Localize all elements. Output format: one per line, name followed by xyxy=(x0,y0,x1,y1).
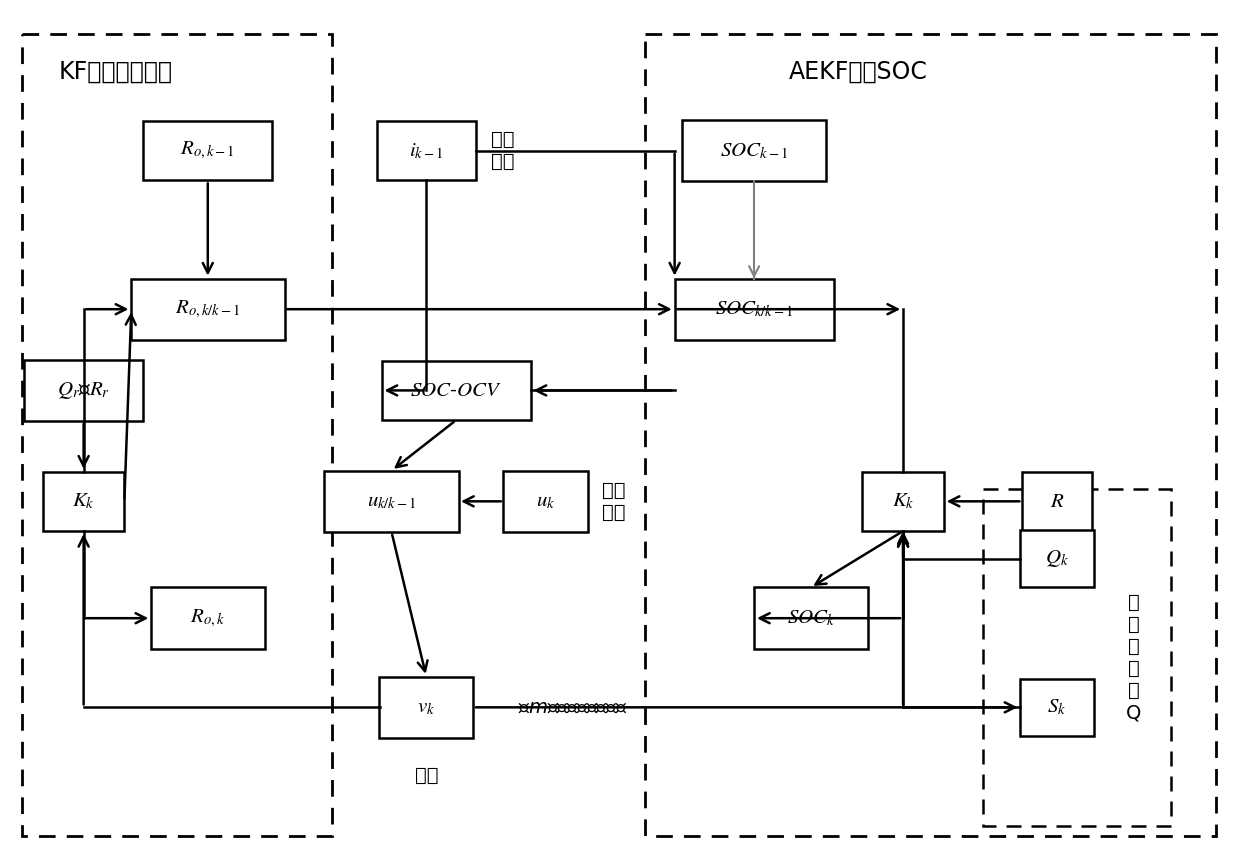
Bar xyxy=(982,489,1172,826)
Bar xyxy=(754,587,868,649)
Bar xyxy=(503,470,588,532)
Bar xyxy=(382,361,531,420)
Text: $SOC_{k-1}$: $SOC_{k-1}$ xyxy=(720,141,789,160)
Text: 自
适
应
调
整
Q: 自 适 应 调 整 Q xyxy=(1126,593,1141,722)
Text: AEKF估算SOC: AEKF估算SOC xyxy=(789,60,928,83)
Bar xyxy=(144,121,273,180)
Bar xyxy=(645,34,1216,836)
Bar xyxy=(379,676,474,738)
Text: 输出
电压: 输出 电压 xyxy=(603,481,626,522)
Text: 前$m$个时刻新息的均值: 前$m$个时刻新息的均值 xyxy=(517,698,627,717)
Text: $S_k$: $S_k$ xyxy=(1048,697,1066,717)
Bar xyxy=(675,279,833,339)
Bar xyxy=(130,279,285,339)
Bar xyxy=(1019,679,1094,736)
Text: $v_k$: $v_k$ xyxy=(418,698,435,717)
Text: 输入
电流: 输入 电流 xyxy=(491,130,515,171)
Bar xyxy=(682,120,826,182)
Text: $u_k$: $u_k$ xyxy=(536,492,556,511)
Text: $K_k$: $K_k$ xyxy=(72,492,95,511)
Text: $R_{o,k}$: $R_{o,k}$ xyxy=(191,608,226,629)
Text: $K_k$: $K_k$ xyxy=(892,492,914,511)
Bar xyxy=(151,587,265,649)
Text: KF估算电池参数: KF估算电池参数 xyxy=(58,60,172,83)
Text: $R_{o,k-1}$: $R_{o,k-1}$ xyxy=(181,140,236,161)
Text: $SOC_k$: $SOC_k$ xyxy=(786,608,835,628)
Bar xyxy=(1019,530,1094,587)
Bar xyxy=(24,359,144,421)
Text: $R$: $R$ xyxy=(1050,492,1064,511)
Bar xyxy=(377,121,476,180)
Text: $SOC\text{-}OCV$: $SOC\text{-}OCV$ xyxy=(410,381,502,400)
Bar xyxy=(22,34,332,836)
Bar xyxy=(862,472,944,531)
Bar xyxy=(1022,472,1091,531)
Text: $SOC_{k/k-1}$: $SOC_{k/k-1}$ xyxy=(714,300,794,319)
Text: 新息: 新息 xyxy=(414,766,438,785)
Text: $Q_r$、$R_r$: $Q_r$、$R_r$ xyxy=(57,380,110,401)
Text: $Q_k$: $Q_k$ xyxy=(1045,548,1069,569)
Text: $i_{k-1}$: $i_{k-1}$ xyxy=(409,141,444,160)
Text: $R_{o,k/k-1}$: $R_{o,k/k-1}$ xyxy=(175,299,241,320)
Text: $u_{k/k-1}$: $u_{k/k-1}$ xyxy=(367,492,417,511)
Bar xyxy=(325,470,459,532)
Bar xyxy=(43,472,124,531)
